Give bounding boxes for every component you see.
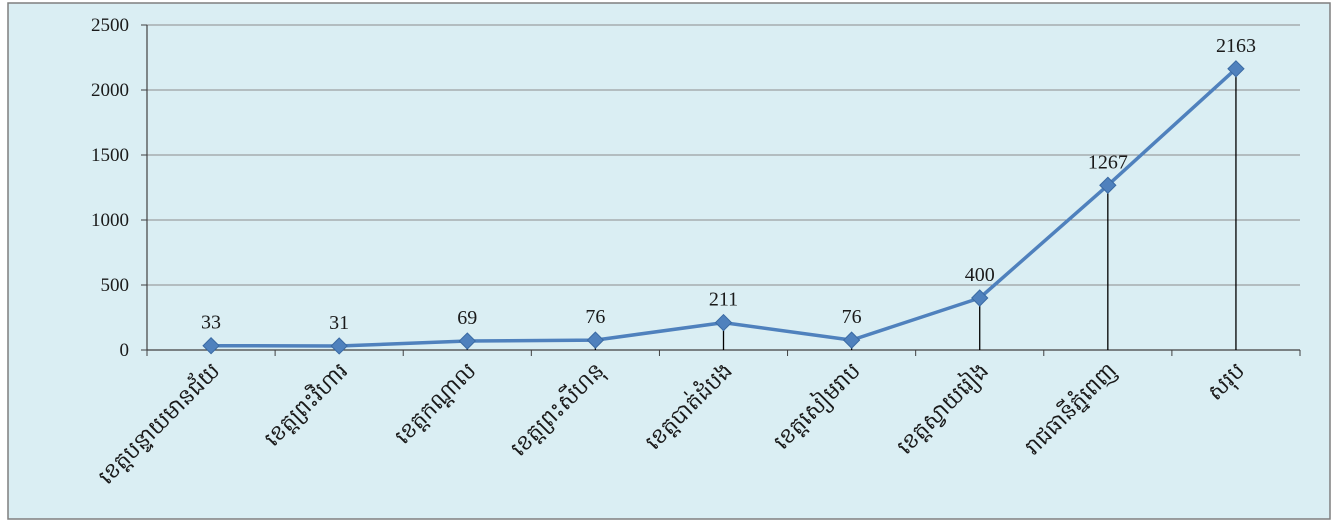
data-point-marker — [458, 332, 476, 350]
data-point-marker — [1227, 60, 1245, 78]
data-point-marker — [1099, 176, 1117, 194]
chart-area-background — [7, 2, 1331, 520]
data-label: 31 — [329, 312, 349, 334]
data-label: 1267 — [1088, 151, 1128, 173]
data-point-marker — [971, 289, 989, 307]
data-point-marker — [586, 331, 605, 349]
data-point-marker — [330, 337, 348, 355]
y-tick-label: 2000 — [91, 80, 129, 101]
data-labels: 33 31 69 76 211 76 400 1267 2163 — [201, 35, 1256, 334]
y-axis-ticks: 0 500 1000 1500 2000 2500 — [91, 15, 147, 361]
y-tick-label: 0 — [120, 340, 130, 361]
data-label: 69 — [457, 307, 477, 329]
data-label: 76 — [842, 306, 862, 328]
data-label: 400 — [965, 264, 995, 286]
data-label: 2163 — [1216, 35, 1256, 57]
data-label: 33 — [201, 312, 221, 334]
y-tick-label: 2500 — [91, 15, 129, 36]
data-point-marker — [842, 331, 861, 349]
y-tick-label: 500 — [101, 275, 130, 296]
data-point-marker — [714, 313, 733, 332]
data-series — [202, 60, 1245, 355]
y-tick-label: 1000 — [91, 210, 129, 231]
data-point-marker — [202, 337, 220, 355]
data-label: 211 — [709, 289, 738, 311]
y-tick-label: 1500 — [91, 145, 129, 166]
data-label: 76 — [585, 306, 605, 328]
